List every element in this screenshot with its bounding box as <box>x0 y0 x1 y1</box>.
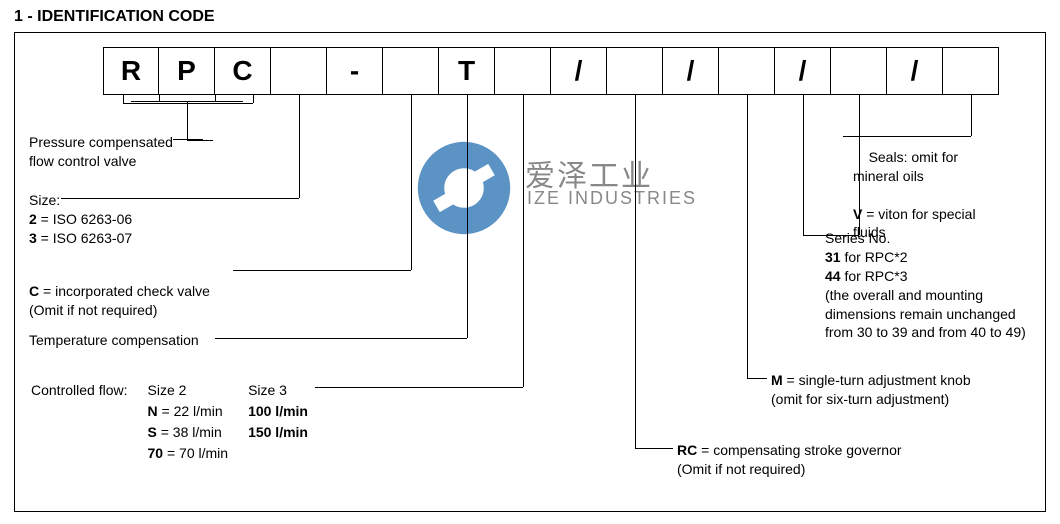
code-cell-15 <box>943 47 999 95</box>
cn-check-h <box>233 270 411 271</box>
cn-cf-v <box>523 95 524 387</box>
code-cell-11 <box>719 47 775 95</box>
code-cell-12: / <box>775 47 831 95</box>
size-2-b: 2 <box>29 211 37 227</box>
desc-rc: RC = compensating stroke governor (Omit … <box>677 441 902 479</box>
size-3-b: 3 <box>29 230 37 246</box>
cf-n-b: N <box>148 403 158 419</box>
cn-pc-h <box>187 139 203 140</box>
code-cell-7 <box>495 47 551 95</box>
code-cell-0: R <box>103 47 159 95</box>
rc-b: RC <box>677 442 697 458</box>
code-cell-1: P <box>159 47 215 95</box>
code-cell-6: T <box>439 47 495 95</box>
series-44-txt: for RPC*3 <box>841 268 908 284</box>
cn-seals-v <box>971 95 972 136</box>
desc-pressure-valve: Pressure compensated flow control valve <box>29 133 173 171</box>
size-2-txt: = ISO 6263-06 <box>37 211 132 227</box>
desc-m-knob: M = single-turn adjustment knob (omit fo… <box>771 371 971 409</box>
cn-size-v <box>299 95 300 198</box>
series-44-b: 44 <box>825 268 841 284</box>
cn-series-v <box>803 95 804 235</box>
cf-s-3: 150 l/min <box>248 424 308 440</box>
cn-m-h <box>747 378 767 379</box>
cn-m-v <box>747 95 748 378</box>
controlled-flow-table: Controlled flow: Size 2 Size 3 N = 22 l/… <box>29 379 328 465</box>
code-cell-4: - <box>327 47 383 95</box>
desc-series: Series No. 31 for RPC*2 44 for RPC*3 (th… <box>825 229 1026 342</box>
desc-check-valve: C = incorporated check valve (Omit if no… <box>29 263 210 320</box>
code-cell-10: / <box>663 47 719 95</box>
cn-check-v <box>411 95 412 270</box>
code-cell-5 <box>383 47 439 95</box>
l-pc-v <box>187 103 188 139</box>
cn-rc-h <box>635 448 673 449</box>
brk-rpc-r <box>253 95 254 103</box>
desc-temp: Temperature compensation <box>29 331 199 350</box>
code-grid: R P C - T / / / / <box>103 47 999 95</box>
m-b: M <box>771 372 783 388</box>
check-b: C <box>29 283 39 299</box>
cf-n-3: 100 l/min <box>248 403 308 419</box>
cf-70-2: = 70 l/min <box>163 445 228 461</box>
cn-rc-v <box>635 95 636 448</box>
cf-size2: Size 2 <box>148 381 247 400</box>
cn-series-h2 <box>819 235 859 236</box>
series-note: (the overall and mounting dimensions rem… <box>825 287 1026 341</box>
cf-n-2: = 22 l/min <box>158 403 223 419</box>
cn-pc-hook <box>173 139 187 140</box>
section-title: 1 - IDENTIFICATION CODE <box>0 0 1060 30</box>
seals-v-b: V <box>853 206 862 222</box>
cf-label: Controlled flow: <box>31 381 146 400</box>
cf-70-b: 70 <box>148 445 164 461</box>
cn-cf-h <box>315 387 523 388</box>
check-txt: = incorporated check valve (Omit if not … <box>29 283 210 318</box>
cn-seals-h <box>843 136 971 137</box>
line-pcvalve-kink <box>187 140 213 141</box>
code-cell-14: / <box>887 47 943 95</box>
series-31-txt: for RPC*2 <box>841 249 908 265</box>
series-31-b: 31 <box>825 249 841 265</box>
m-txt: = single-turn adjustment knob (omit for … <box>771 372 971 407</box>
code-cell-2: C <box>215 47 271 95</box>
size-3-txt: = ISO 6263-07 <box>37 230 132 246</box>
desc-size: Size: 2 = ISO 6263-06 3 = ISO 6263-07 <box>29 191 132 248</box>
cf-s-2: = 38 l/min <box>157 424 222 440</box>
watermark-en: IZE INDUSTRIES <box>527 188 697 209</box>
cn-temp-h <box>215 338 467 339</box>
identification-frame: 爱泽工业 IZE INDUSTRIES R P C - T / / / / Pr… <box>14 32 1046 512</box>
cf-size3: Size 3 <box>248 381 326 400</box>
code-cell-8: / <box>551 47 607 95</box>
watermark-logo <box>409 133 519 243</box>
code-cell-9 <box>607 47 663 95</box>
cn-series-v2 <box>859 95 860 235</box>
seals-hdr: Seals: omit for mineral oils <box>853 149 958 184</box>
rc-txt: = compensating stroke governor (Omit if … <box>677 442 902 477</box>
brk-rpc-l <box>123 95 124 103</box>
brk-rpc-h <box>123 103 253 104</box>
series-hdr: Series No. <box>825 230 890 246</box>
size-hdr: Size: <box>29 192 60 208</box>
code-cell-13 <box>831 47 887 95</box>
cf-s-b: S <box>148 424 157 440</box>
cn-temp-v <box>467 95 468 338</box>
cn-size-h <box>61 198 299 199</box>
code-cell-3 <box>271 47 327 95</box>
